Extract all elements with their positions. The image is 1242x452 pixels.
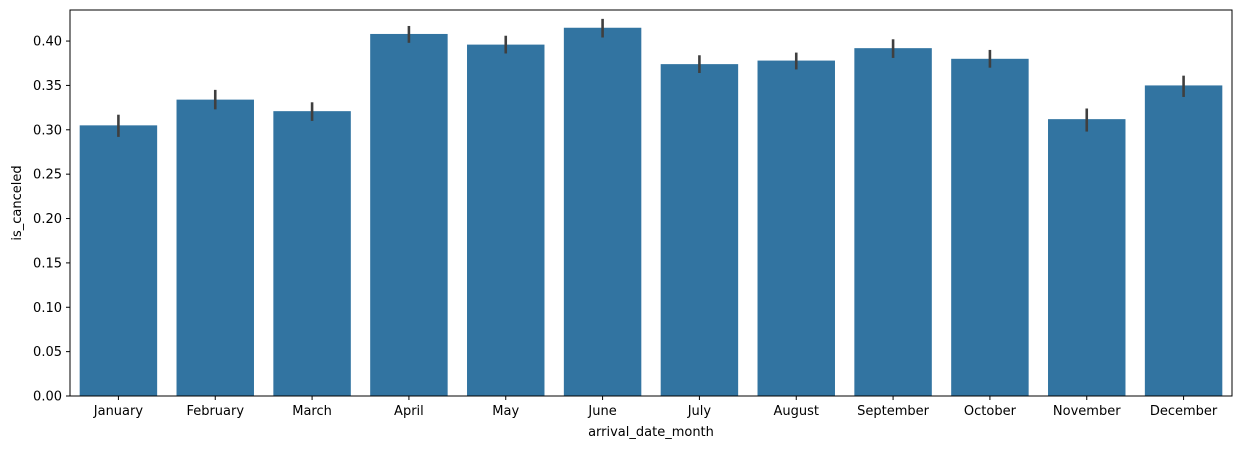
x-tick-label: October bbox=[964, 404, 1017, 419]
x-tick-label: July bbox=[687, 404, 712, 419]
y-tick-label: 0.15 bbox=[33, 256, 62, 271]
x-tick-label: January bbox=[93, 404, 144, 419]
x-tick-label: February bbox=[186, 404, 244, 419]
y-axis-label: is_canceled bbox=[10, 165, 25, 240]
y-tick-label: 0.25 bbox=[33, 168, 62, 183]
x-tick-label: March bbox=[292, 404, 332, 419]
y-tick-label: 0.20 bbox=[33, 212, 62, 227]
bar-february bbox=[176, 99, 254, 396]
bar-january bbox=[79, 125, 158, 396]
x-tick-label: December bbox=[1150, 404, 1218, 419]
bar-september bbox=[854, 48, 932, 397]
plot-frame bbox=[69, 9, 1233, 397]
bar-april bbox=[370, 33, 448, 397]
y-tick-label: 0.10 bbox=[33, 301, 62, 316]
bar-october bbox=[951, 58, 1029, 396]
x-tick-label: May bbox=[492, 404, 519, 419]
x-tick-label: June bbox=[587, 404, 616, 419]
x-axis: January February March April May June July Augu… bbox=[93, 396, 1218, 419]
x-tick-label: April bbox=[394, 404, 424, 419]
y-tick-label: 0.40 bbox=[33, 35, 62, 50]
y-axis: 0.00 0.05 0.10 0.15 0.20 0.25 0.30 0.35 0.40 bbox=[33, 35, 70, 405]
x-tick-label: November bbox=[1053, 404, 1121, 419]
x-axis-label: arrival_date_month bbox=[588, 425, 714, 440]
y-tick-label: 0.35 bbox=[33, 79, 62, 94]
bar-august bbox=[757, 60, 835, 396]
y-tick-label: 0.30 bbox=[33, 123, 62, 138]
bar-november bbox=[1048, 119, 1126, 396]
x-tick-label: August bbox=[774, 404, 820, 419]
error-bars-group bbox=[117, 18, 1185, 137]
x-tick-label: September bbox=[857, 404, 930, 419]
bar-july bbox=[660, 64, 739, 397]
bar-june bbox=[563, 27, 642, 396]
y-tick-label: 0.00 bbox=[33, 390, 62, 405]
bar-march bbox=[273, 111, 351, 396]
bar-may bbox=[467, 44, 545, 396]
bar-december bbox=[1144, 85, 1223, 396]
bars-group bbox=[79, 27, 1223, 397]
y-tick-label: 0.05 bbox=[33, 345, 62, 360]
